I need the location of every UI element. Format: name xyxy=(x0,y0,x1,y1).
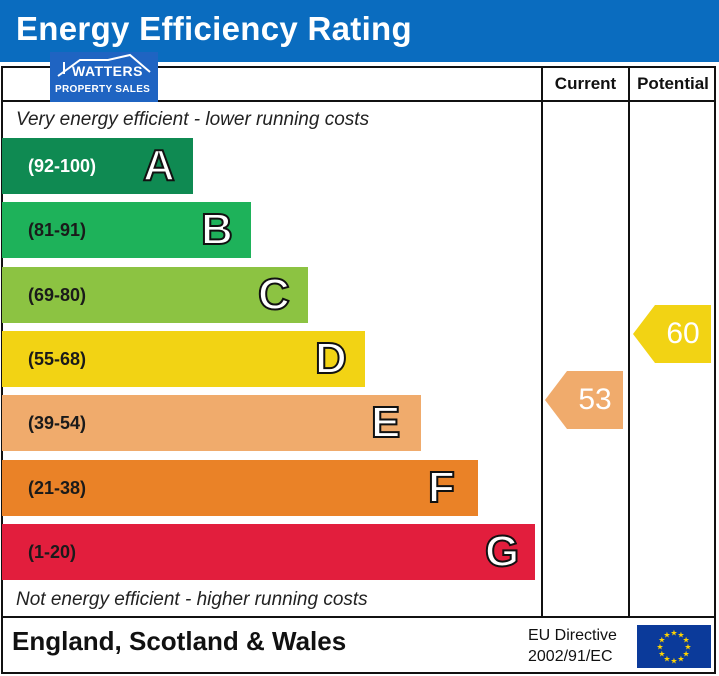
band-range-label: (21-38) xyxy=(28,478,87,498)
current-column-header: Current xyxy=(554,74,617,93)
band-g: (1-20) G xyxy=(2,524,535,580)
band-letter: A xyxy=(142,140,176,191)
eu-flag-icon: ★ ★ ★ ★ ★ ★ ★ ★ ★ ★ ★ ★ xyxy=(637,625,711,668)
region-label: England, Scotland & Wales xyxy=(12,626,347,656)
footer-divider xyxy=(1,616,716,618)
eu-directive-number: 2002/91/EC xyxy=(528,648,613,665)
band-range-label: (81-91) xyxy=(28,220,87,240)
eu-star: ★ xyxy=(683,636,690,645)
chart-title: Energy Efficiency Rating xyxy=(16,10,412,47)
eu-star: ★ xyxy=(658,650,665,659)
eu-star: ★ xyxy=(658,636,665,645)
caption-top: Very energy efficient - lower running co… xyxy=(16,109,370,130)
eu-star: ★ xyxy=(670,657,677,666)
agent-logo: WATTERS PROPERTY SALES xyxy=(50,52,158,102)
band-c: (69-80) C xyxy=(2,267,308,323)
eu-star: ★ xyxy=(684,643,691,652)
band-letter: E xyxy=(370,397,401,448)
header-bar: Energy Efficiency Rating xyxy=(0,0,719,62)
eu-star: ★ xyxy=(670,629,677,638)
band-a: (92-100) A xyxy=(2,138,193,194)
logo-subtitle: PROPERTY SALES xyxy=(55,84,151,95)
band-range-label: (39-54) xyxy=(28,413,87,433)
band-letter: D xyxy=(314,333,348,384)
eu-star: ★ xyxy=(656,643,663,652)
potential-column-divider xyxy=(628,66,630,617)
potential-rating-arrow-value: 60 xyxy=(666,317,700,350)
header-row-divider xyxy=(1,100,716,102)
eu-directive-label: EU Directive xyxy=(528,627,617,644)
band-d: (55-68) D xyxy=(2,331,365,387)
caption-bottom: Not energy efficient - higher running co… xyxy=(16,589,368,610)
current-column-divider xyxy=(541,66,543,617)
eu-star: ★ xyxy=(677,630,684,639)
band-range-label: (55-68) xyxy=(28,349,87,369)
band-b: (81-91) B xyxy=(2,202,251,258)
band-letter: B xyxy=(200,204,234,255)
logo-name: WATTERS xyxy=(72,63,143,79)
eu-star: ★ xyxy=(677,655,684,664)
current-rating-arrow-value: 53 xyxy=(578,383,612,416)
current-rating-arrow-shape xyxy=(545,371,623,429)
eu-star: ★ xyxy=(663,630,670,639)
potential-rating-arrow: 60 xyxy=(633,305,711,363)
band-e: (39-54) E xyxy=(2,395,421,451)
eu-star: ★ xyxy=(683,650,690,659)
band-letter: C xyxy=(257,269,291,320)
current-rating-arrow: 53 xyxy=(545,371,623,429)
band-range-label: (1-20) xyxy=(28,542,77,562)
house-icon xyxy=(57,53,151,77)
potential-rating-arrow-shape xyxy=(633,305,711,363)
band-range-label: (92-100) xyxy=(28,156,97,176)
band-range-label: (69-80) xyxy=(28,285,87,305)
potential-column-header: Potential xyxy=(637,74,709,93)
band-letter: F xyxy=(427,462,456,513)
band-f: (21-38) F xyxy=(2,460,478,516)
eu-star: ★ xyxy=(663,655,670,664)
band-letter: G xyxy=(484,526,520,577)
